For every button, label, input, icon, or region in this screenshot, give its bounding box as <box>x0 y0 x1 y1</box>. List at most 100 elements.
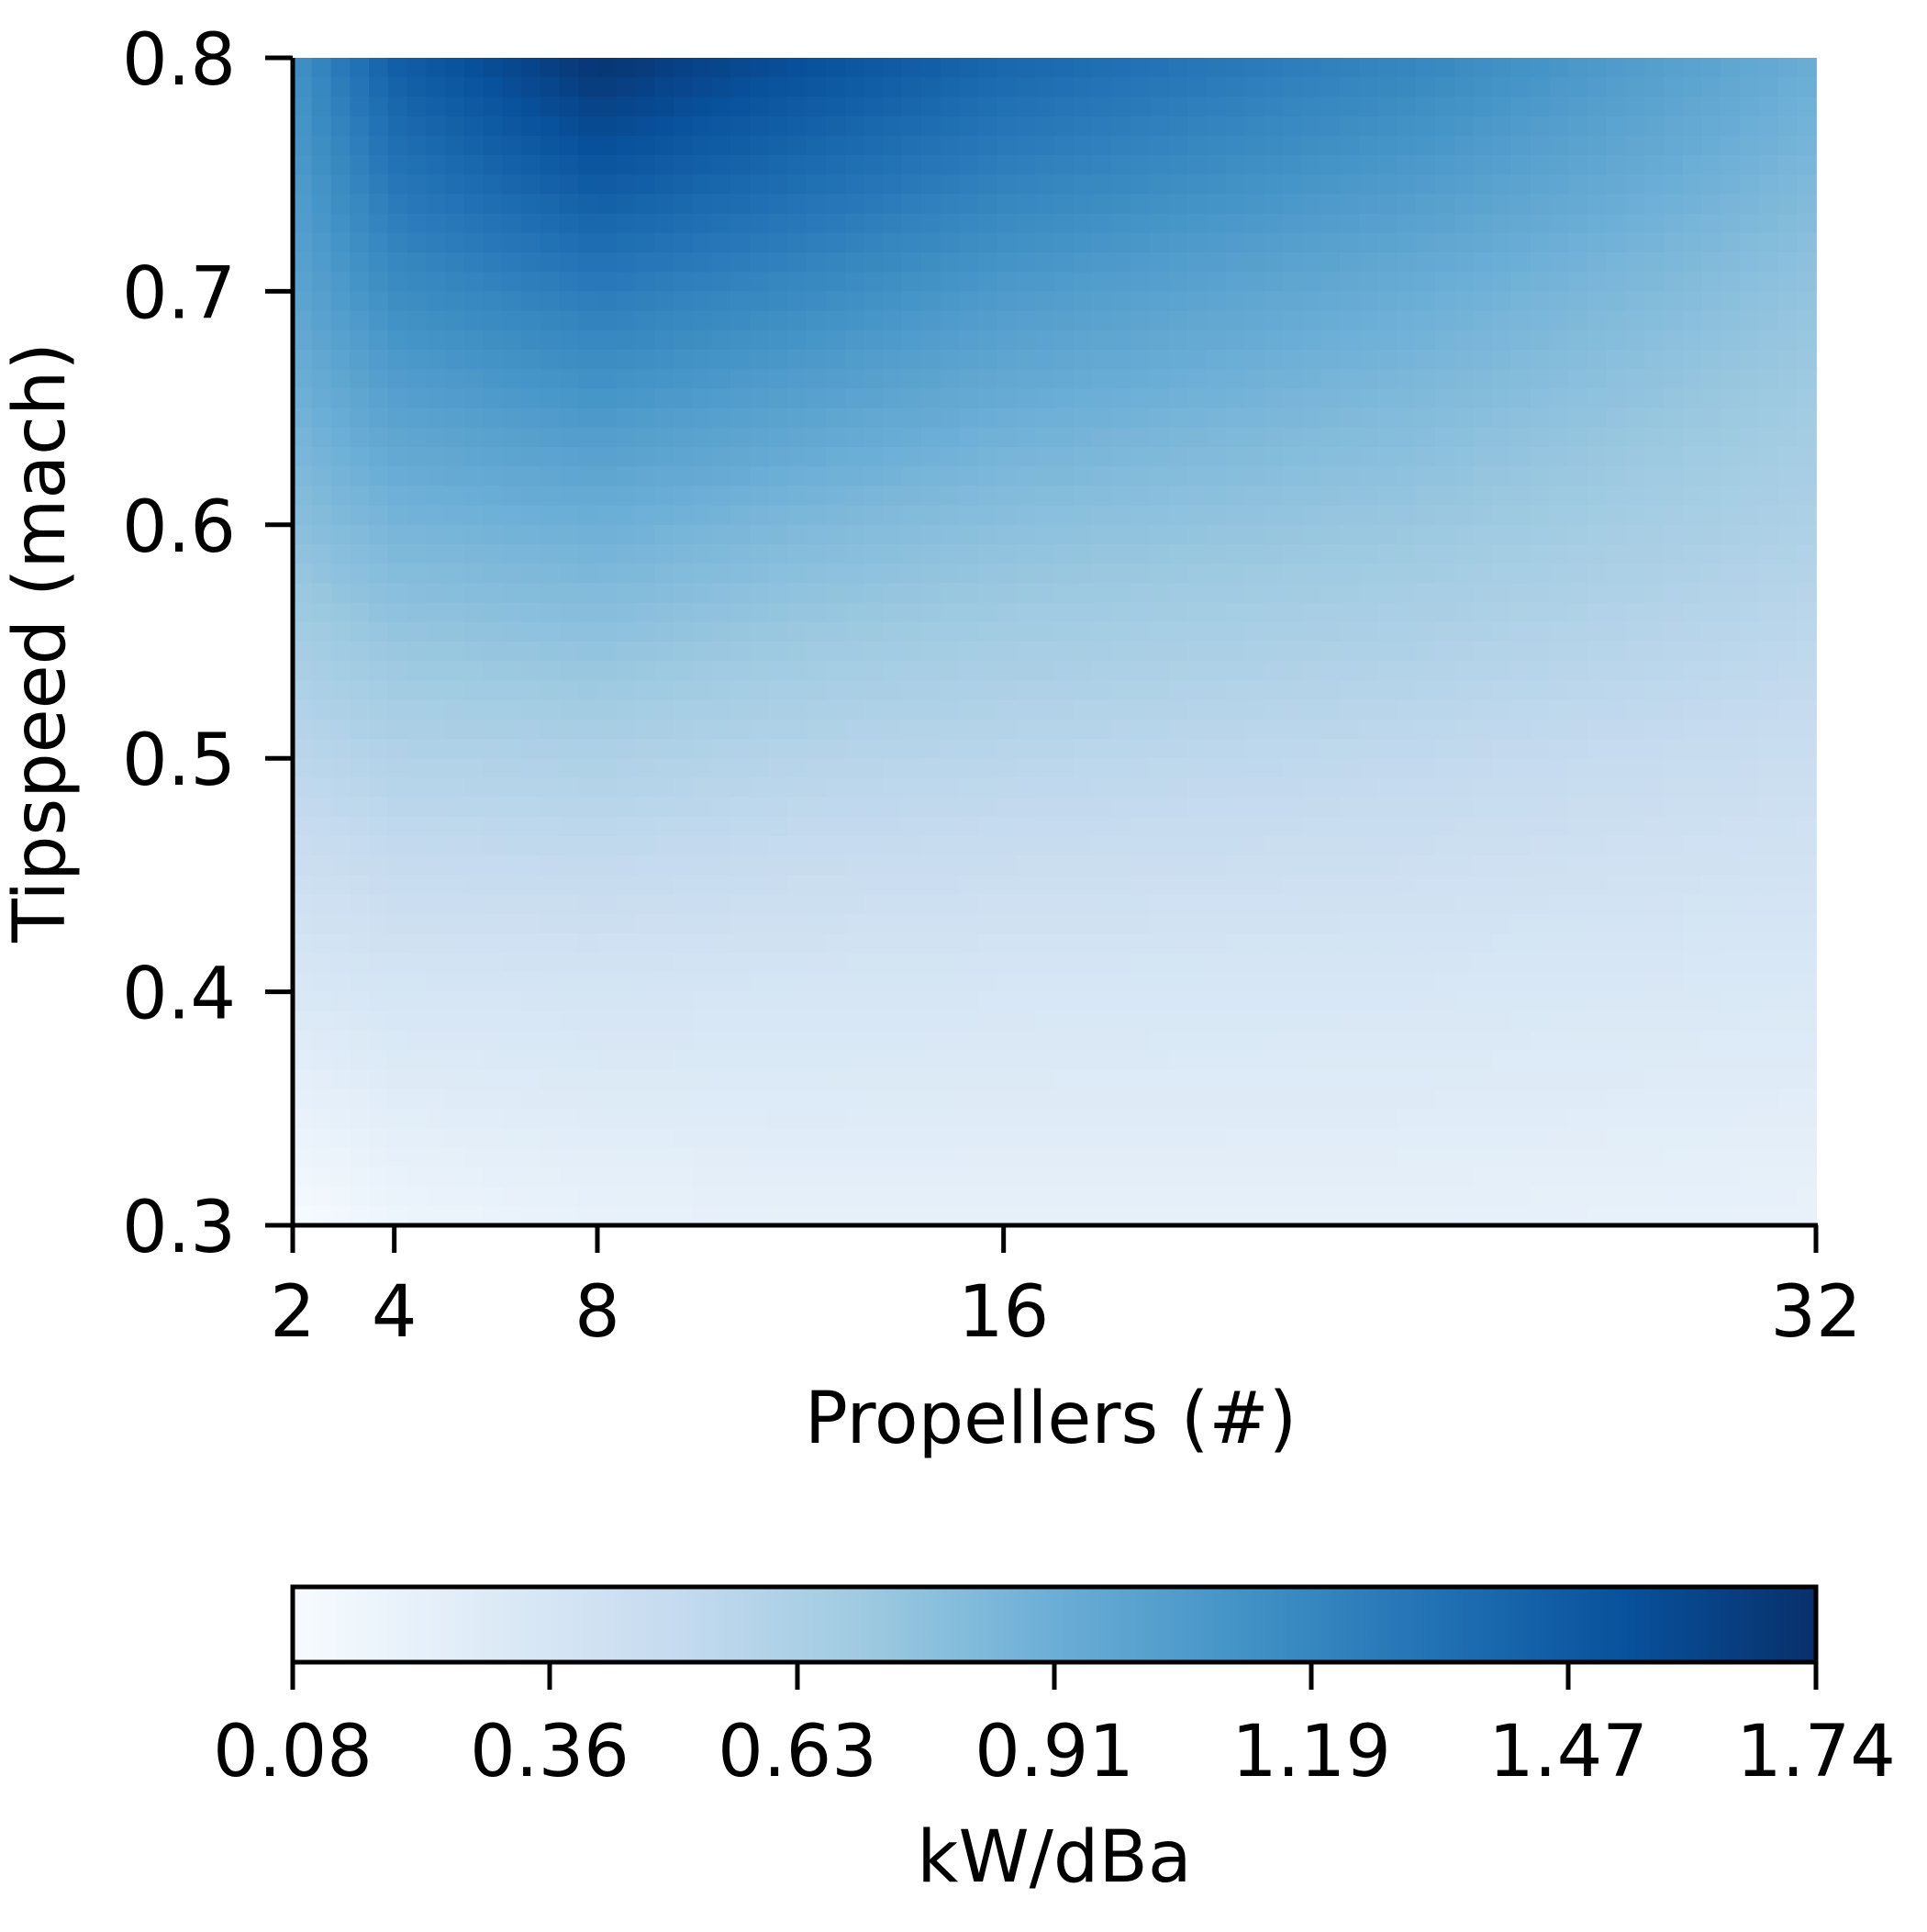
heatmap-cell <box>1530 797 1551 818</box>
heatmap-cell <box>1625 174 1646 195</box>
heatmap-cell <box>1207 1147 1227 1168</box>
heatmap-cell <box>1473 1167 1494 1188</box>
heatmap-cell <box>1340 1167 1360 1188</box>
heatmap-cell <box>1397 447 1418 468</box>
heatmap-cell <box>692 621 713 642</box>
heatmap-cell <box>578 447 598 468</box>
heatmap-cell <box>407 680 428 701</box>
heatmap-cell <box>1149 213 1170 234</box>
heatmap-cell <box>1454 583 1475 604</box>
heatmap-cell <box>483 466 504 487</box>
heatmap-cell <box>1340 388 1360 409</box>
heatmap-cell <box>1225 1011 1246 1032</box>
heatmap-cell <box>483 135 504 156</box>
heatmap-cell <box>1454 621 1475 642</box>
heatmap-cell <box>674 369 694 390</box>
heatmap-cell <box>654 1069 674 1090</box>
heatmap-cell <box>1111 855 1131 877</box>
heatmap-cell <box>1682 505 1703 526</box>
heatmap-cell <box>1054 894 1075 915</box>
heatmap-cell <box>654 564 674 585</box>
heatmap-cell <box>293 602 313 623</box>
heatmap-cell <box>1340 135 1360 156</box>
heatmap-cell <box>483 758 504 779</box>
heatmap-cell <box>1606 544 1627 565</box>
heatmap-cell <box>1320 991 1342 1012</box>
heatmap-cell <box>1225 642 1246 663</box>
heatmap-cell <box>1111 1108 1131 1129</box>
heatmap-cell <box>1244 544 1265 565</box>
heatmap-cell <box>1606 524 1627 545</box>
heatmap-cell <box>711 272 732 293</box>
heatmap-cell <box>407 486 428 507</box>
heatmap-cell <box>1777 174 1799 195</box>
heatmap-cell <box>1207 466 1227 487</box>
heatmap-cell <box>1092 388 1113 409</box>
heatmap-cell <box>1606 1108 1627 1129</box>
heatmap-cell <box>1340 1186 1360 1207</box>
heatmap-cell <box>1092 855 1113 877</box>
heatmap-cell <box>1397 135 1418 156</box>
heatmap-cell <box>1740 369 1760 390</box>
heatmap-cell <box>293 447 313 468</box>
heatmap-cell <box>1644 855 1665 877</box>
heatmap-cell <box>463 466 485 487</box>
heatmap-cell <box>883 232 903 253</box>
heatmap-cell <box>711 388 732 409</box>
heatmap-cell <box>1416 96 1436 117</box>
heatmap-cell <box>1035 310 1055 331</box>
heatmap-cell <box>407 77 428 98</box>
heatmap-cell <box>692 1011 713 1032</box>
heatmap-cell <box>1435 758 1455 779</box>
heatmap-cell <box>1187 699 1208 720</box>
heatmap-cell <box>959 505 979 526</box>
heatmap-cell <box>1225 1205 1246 1226</box>
heatmap-cell <box>521 1205 541 1226</box>
heatmap-cell <box>997 486 1018 507</box>
heatmap-cell <box>387 505 408 526</box>
heatmap-cell <box>1073 135 1094 156</box>
heatmap-cell <box>1131 602 1151 623</box>
heatmap-cell <box>1777 564 1799 585</box>
heatmap-cell <box>1149 1186 1170 1207</box>
heatmap-cell <box>826 797 846 818</box>
heatmap-cell <box>1207 524 1227 545</box>
heatmap-cell <box>1225 933 1246 955</box>
heatmap-cell <box>730 1031 751 1052</box>
heatmap-cell <box>787 135 808 156</box>
heatmap-cell <box>959 174 979 195</box>
heatmap-cell <box>826 232 846 253</box>
heatmap-cell <box>1131 1205 1151 1226</box>
heatmap-cell <box>1473 232 1494 253</box>
heatmap-cell <box>674 194 694 215</box>
heatmap-cell <box>997 855 1018 877</box>
heatmap-cell <box>407 194 428 215</box>
heatmap-cell <box>426 135 446 156</box>
heatmap-cell <box>1511 194 1532 215</box>
heatmap-cell <box>597 621 618 642</box>
heatmap-cell <box>1606 369 1627 390</box>
heatmap-cell <box>330 739 351 760</box>
heatmap-cell <box>1797 855 1817 877</box>
heatmap-cell <box>426 58 446 79</box>
heatmap-cell <box>540 855 561 877</box>
heatmap-cell <box>597 116 618 137</box>
heatmap-cell <box>1644 116 1665 137</box>
heatmap-cell <box>1797 155 1817 176</box>
heatmap-cell <box>559 1089 580 1110</box>
heatmap-cell <box>807 58 827 79</box>
heatmap-cell <box>902 96 922 117</box>
heatmap-cell <box>387 855 408 877</box>
heatmap-cell <box>654 213 674 234</box>
heatmap-cell <box>711 1167 732 1188</box>
heatmap-cell <box>1149 1050 1170 1071</box>
heatmap-cell <box>578 350 598 371</box>
heatmap-cell <box>635 505 656 526</box>
heatmap-cell <box>787 1147 808 1168</box>
heatmap-cell <box>674 953 694 974</box>
heatmap-cell <box>1377 155 1398 176</box>
heatmap-cell <box>711 1011 732 1032</box>
heatmap-cell <box>483 155 504 176</box>
heatmap-cell <box>1264 972 1284 993</box>
heatmap-cell <box>463 642 485 663</box>
